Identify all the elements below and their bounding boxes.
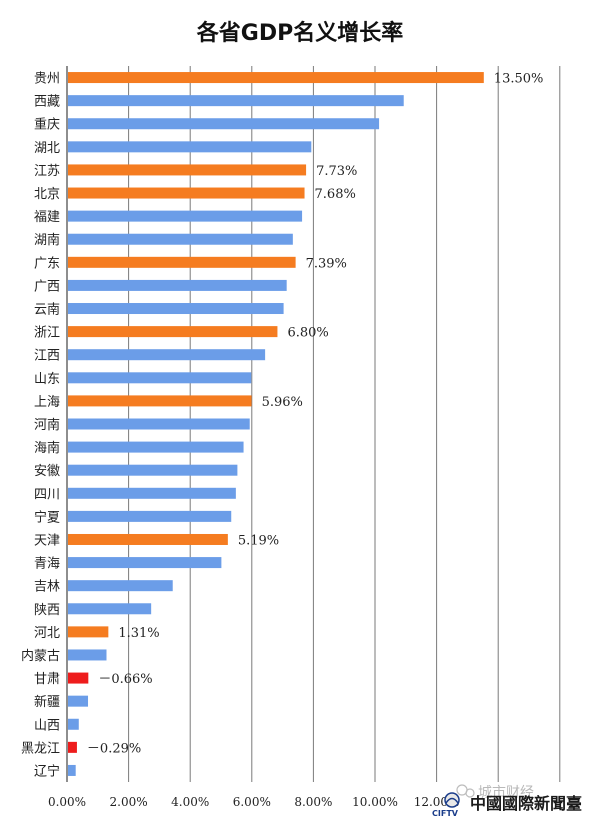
bar-1 [68, 72, 484, 84]
data-label: 13.50% [494, 72, 544, 87]
category-label: 贵州 [34, 72, 60, 87]
bar-11 [68, 303, 284, 315]
bar-15 [68, 395, 252, 407]
bar-16 [68, 418, 250, 430]
bar-8 [68, 233, 293, 245]
bar-19 [68, 487, 236, 499]
category-label: 江苏 [34, 163, 60, 179]
watermark: 城市财经 中國國際新聞臺 CIFTV [432, 784, 582, 818]
category-label: 内蒙古 [21, 648, 60, 664]
bar-26 [68, 649, 107, 661]
category-label: 甘肃 [34, 672, 60, 687]
x-tick-label: 8.00% [294, 795, 332, 809]
chart-title: 各省GDP名义增长率 [196, 20, 403, 46]
x-tick-label: 6.00% [233, 795, 271, 809]
category-label: 海南 [34, 440, 60, 456]
bar-20 [68, 510, 232, 522]
category-label: 山东 [34, 372, 60, 387]
bar-18 [68, 464, 238, 476]
bar-21 [68, 533, 228, 545]
category-label: 湖北 [34, 141, 60, 156]
bar-2 [68, 95, 404, 107]
category-label: 青海 [34, 557, 60, 572]
x-tick-label: 4.00% [171, 795, 209, 809]
category-label: 浙江 [34, 326, 60, 341]
bar-7 [68, 210, 303, 222]
bar-22 [68, 557, 222, 569]
wechat-account-text: 城市财经 [478, 784, 534, 801]
category-label: 广东 [34, 256, 60, 271]
bar-25 [68, 626, 109, 638]
category-label: 湖南 [34, 232, 60, 248]
bar-14 [68, 372, 252, 384]
category-label: 山西 [34, 718, 60, 733]
bar-29 [68, 718, 79, 730]
gridlines [66, 66, 561, 782]
bar-3 [68, 118, 380, 130]
bar-24 [68, 603, 152, 615]
data-label: 7.73% [316, 164, 357, 179]
category-label: 福建 [34, 210, 60, 225]
bar-28 [68, 695, 89, 707]
data-label: 5.96% [262, 395, 303, 410]
x-tick-label: 0.00% [48, 795, 86, 809]
data-label: －0.66% [98, 672, 152, 687]
category-labels: 贵州西藏重庆湖北江苏北京福建湖南广东广西云南浙江江西山东上海河南海南安徽四川宁夏… [21, 72, 60, 780]
logo-icon [444, 792, 460, 808]
category-label: 上海 [34, 395, 60, 410]
category-label: 辽宁 [34, 763, 60, 779]
category-label: 黑龙江 [21, 741, 60, 756]
category-label: 陕西 [34, 603, 60, 618]
category-label: 重庆 [34, 117, 60, 133]
data-label: 7.39% [306, 256, 347, 271]
bar-27 [68, 672, 89, 684]
data-label: －0.29% [87, 741, 141, 756]
data-label: 5.19% [238, 533, 279, 548]
data-labels: 13.50% 7.73% 7.68% 7.39% 6.80% 5.96% 5.19% 1.31… [87, 72, 543, 757]
logo-text: 中國國際新聞臺 [470, 794, 582, 813]
category-label: 安徽 [34, 464, 60, 479]
data-label: 7.68% [315, 187, 356, 202]
category-label: 宁夏 [34, 509, 60, 525]
category-label: 广西 [34, 279, 60, 294]
wechat-icon [456, 784, 475, 798]
category-label: 天津 [34, 533, 60, 548]
bar-5 [68, 164, 307, 176]
category-label: 河南 [34, 417, 60, 433]
category-label: 北京 [34, 187, 60, 202]
bar-4 [68, 141, 312, 153]
bar-12 [68, 326, 278, 338]
bar-9 [68, 256, 296, 268]
bars [68, 72, 484, 776]
category-label: 吉林 [34, 580, 60, 595]
category-label: 新疆 [34, 694, 60, 710]
bar-13 [68, 349, 266, 361]
data-label: 6.80% [287, 326, 328, 341]
category-label: 江西 [34, 349, 60, 364]
bar-30 [68, 741, 77, 753]
category-label: 河北 [34, 626, 60, 641]
data-label: 1.31% [118, 626, 159, 641]
category-label: 四川 [34, 487, 60, 502]
category-label: 西藏 [34, 95, 60, 110]
bar-23 [68, 580, 173, 592]
x-tick-label: 10.00% [352, 795, 398, 809]
x-tick-labels: 0.00% 2.00% 4.00% 6.00% 8.00% 10.00% 12.00% [48, 795, 460, 809]
bar-6 [68, 187, 305, 199]
bar-10 [68, 279, 287, 291]
logo-abbreviation: CIFTV [432, 809, 459, 818]
category-label: 云南 [34, 302, 60, 318]
bar-17 [68, 441, 244, 453]
bar-31 [68, 764, 76, 776]
x-tick-label: 2.00% [110, 795, 148, 809]
